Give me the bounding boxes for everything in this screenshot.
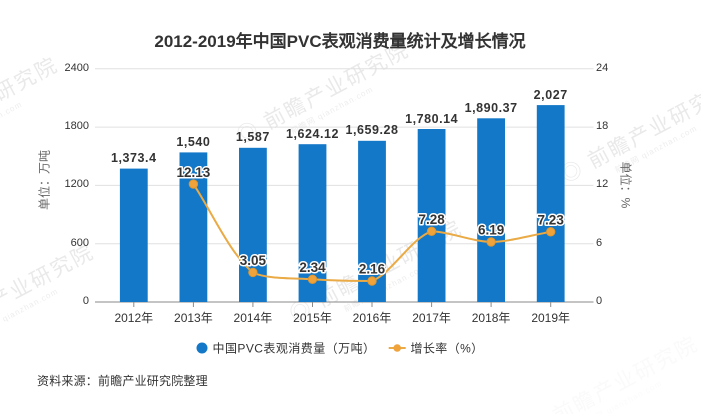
svg-text:6.19: 6.19 <box>478 223 504 238</box>
svg-text:3.05: 3.05 <box>240 253 267 268</box>
svg-text:中国PVC表观消费量（万吨）: 中国PVC表观消费量（万吨） <box>213 341 376 355</box>
svg-text:7.28: 7.28 <box>418 212 445 227</box>
svg-text:12.13: 12.13 <box>177 165 211 180</box>
svg-text:7.23: 7.23 <box>538 213 565 228</box>
svg-text:2.34: 2.34 <box>299 260 326 275</box>
svg-text:增长率（%）: 增长率（%） <box>411 341 484 355</box>
svg-text:2.16: 2.16 <box>359 262 386 277</box>
